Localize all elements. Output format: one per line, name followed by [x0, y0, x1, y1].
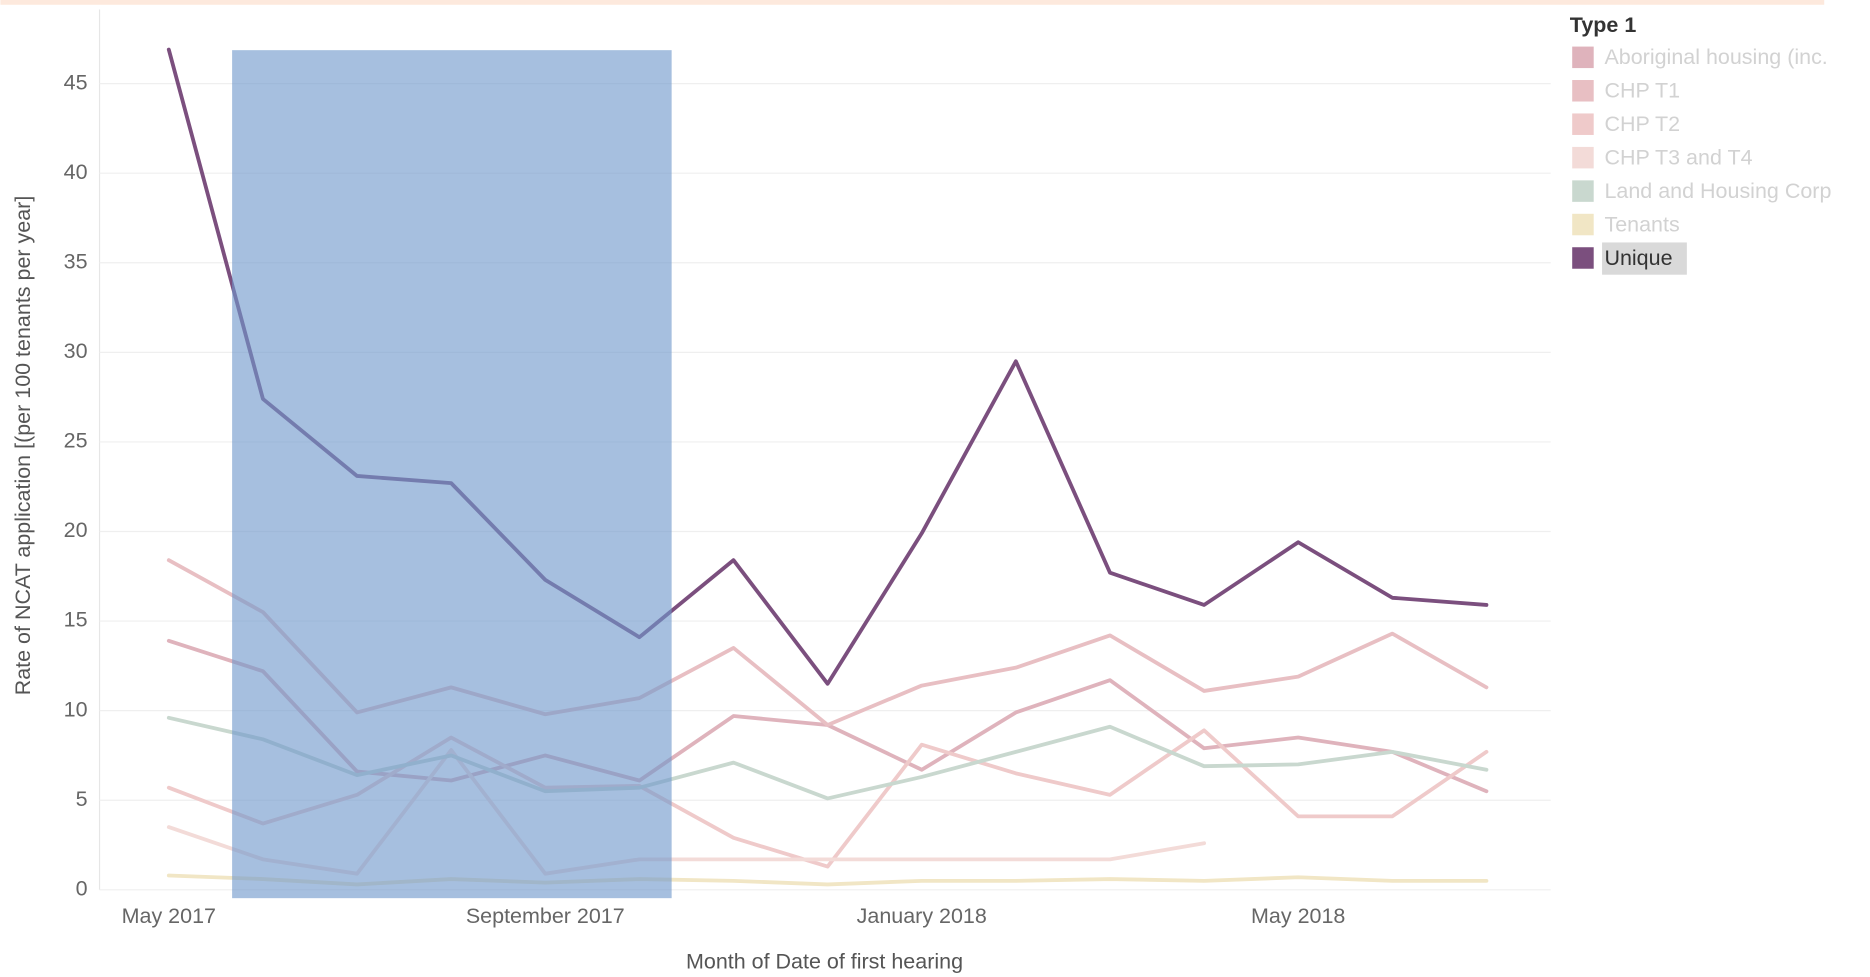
y-axis-title: Rate of NCAT application [(per 100 tenan…: [11, 196, 35, 696]
y-tick-label: 15: [64, 608, 88, 632]
y-tick-label: 40: [64, 160, 88, 184]
y-tick-label: 45: [64, 70, 88, 94]
legend-swatch: [1572, 113, 1594, 135]
legend-swatch: [1572, 213, 1594, 236]
x-axis-title: Month of Date of first hearing: [686, 949, 963, 973]
y-tick-label: 20: [64, 518, 88, 542]
y-tick-label: 25: [64, 429, 88, 453]
legend-label[interactable]: CHP T3 and T4: [1604, 146, 1752, 170]
y-tick-label: 30: [64, 339, 88, 363]
legend-swatch: [1572, 180, 1594, 202]
legend-label[interactable]: Unique: [1604, 246, 1672, 270]
y-tick-label: 35: [64, 249, 88, 273]
x-tick-label: January 2018: [857, 904, 987, 928]
top-bar: [0, 0, 1825, 5]
y-tick-label: 5: [76, 787, 88, 811]
legend-highlight: [1602, 242, 1687, 275]
legend-label[interactable]: Aboriginal housing (inc.: [1604, 45, 1827, 69]
legend-label[interactable]: CHP T2: [1604, 112, 1680, 136]
legend-label[interactable]: CHP T1: [1604, 79, 1680, 103]
legend-swatch: [1572, 247, 1594, 269]
x-tick-label: May 2017: [122, 904, 216, 928]
legend-label[interactable]: Tenants: [1604, 212, 1679, 236]
x-tick-label: September 2017: [466, 904, 625, 928]
selection-brush[interactable]: [232, 50, 672, 899]
y-tick-label: 0: [76, 876, 88, 900]
x-tick-label: May 2018: [1251, 904, 1345, 928]
legend-label[interactable]: Land and Housing Corp: [1604, 179, 1831, 203]
labels: 0 5 10 15 20 25 30 35 40 45 May 2017 September 2017…: [64, 70, 1346, 928]
y-tick-label: 10: [64, 697, 88, 721]
legend-swatch: [1572, 80, 1594, 102]
legend-title: Type 1: [1570, 13, 1637, 37]
legend-swatch: [1572, 46, 1594, 69]
legend: Type 1 Aboriginal housing (inc. CHP T1 CHP…: [1570, 13, 1831, 275]
legend-swatch: [1572, 146, 1594, 169]
